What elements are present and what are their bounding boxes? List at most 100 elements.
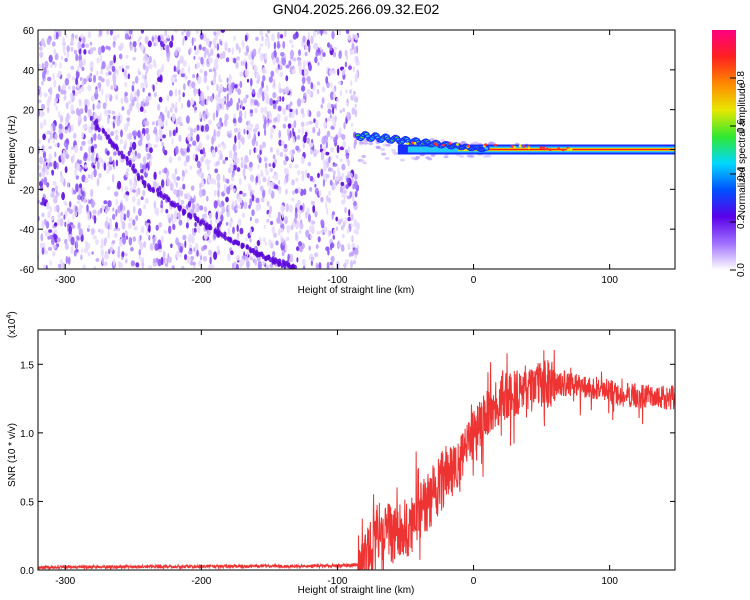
noise-speck [157,35,161,43]
noise-speck [115,198,118,206]
noise-speck [70,245,74,255]
noise-speck [171,137,174,145]
noise-speck [171,34,174,42]
noise-speck [315,262,319,269]
noise-speck [240,258,245,267]
noise-speck [289,101,293,106]
noise-speck [153,92,158,98]
noise-speck [268,187,272,195]
noise-speck [64,166,68,174]
noise-speck [303,134,307,144]
noise-speck [302,143,305,149]
noise-speck [54,54,59,61]
noise-speck [106,168,110,174]
noise-speck [322,52,326,57]
noise-speck [355,69,358,79]
noise-speck [168,217,172,224]
noise-speck [173,65,176,72]
noise-speck [232,188,236,193]
noise-speck [157,242,162,251]
noise-speck [169,129,172,138]
noise-speck [95,239,99,245]
noise-speck [132,182,137,190]
noise-speck [125,191,130,197]
noise-speck [90,199,95,208]
noise-speck [119,202,123,211]
noise-speck [172,74,177,78]
noise-speck [220,40,223,46]
noise-speck [256,240,261,247]
noise-speck [329,179,333,186]
noise-speck [187,99,191,108]
noise-speck [65,102,69,110]
noise-speck [78,90,82,95]
noise-speck [143,204,147,210]
noise-speck [43,176,48,186]
noise-speck [300,98,305,103]
noise-speck [227,47,231,53]
noise-speck [216,30,221,36]
noise-speck [295,145,300,151]
noise-speck [222,174,225,182]
trace-speck [205,225,209,231]
noise-speck [295,108,299,116]
noise-speck [155,80,158,86]
noise-speck [91,251,94,255]
noise-speck [174,88,178,97]
noise-speck [320,152,325,161]
halo-speck [384,156,390,160]
noise-speck [328,167,332,172]
noise-speck [206,98,209,106]
noise-speck [287,123,292,129]
noise-speck [181,265,185,269]
noise-speck [192,140,197,146]
noise-speck [90,227,95,236]
noise-speck [354,33,358,41]
noise-speck [332,51,337,58]
noise-speck [163,167,168,174]
noise-speck [260,169,263,177]
colorbar-label: Normalized spectral amplitude [737,82,748,217]
noise-speck [249,228,252,236]
noise-speck [55,105,58,111]
noise-speck [104,209,108,215]
noise-speck [333,170,336,176]
noise-speck [307,75,311,85]
noise-speck [92,47,97,51]
noise-speck [169,182,174,192]
noise-speck [59,218,64,227]
noise-speck [205,114,208,120]
noise-speck [238,204,242,209]
noise-speck [230,250,234,256]
noise-speck [43,162,46,169]
halo-speck [443,155,449,159]
noise-speck [251,88,256,95]
noise-speck [81,131,84,139]
noise-speck [170,213,174,222]
noise-speck [237,88,241,95]
noise-speck [352,93,356,99]
noise-speck [112,73,117,83]
noise-speck [301,85,306,92]
noise-speck [75,70,80,79]
noise-speck [74,34,78,40]
noise-speck [148,235,151,241]
noise-speck [185,155,190,163]
noise-speck [226,100,232,108]
noise-speck [76,200,81,205]
noise-speck [354,103,357,108]
noise-speck [324,30,328,35]
noise-speck [333,163,338,167]
noise-speck [186,146,190,153]
noise-speck [188,65,190,74]
noise-speck [350,213,354,221]
noise-speck [138,208,142,217]
noise-speck [348,209,351,217]
noise-speck [99,228,104,235]
noise-speck [186,30,190,38]
noise-speck [240,60,245,66]
noise-speck [209,256,212,265]
noise-speck [216,43,220,51]
noise-speck [190,98,195,106]
noise-speck [268,238,272,247]
